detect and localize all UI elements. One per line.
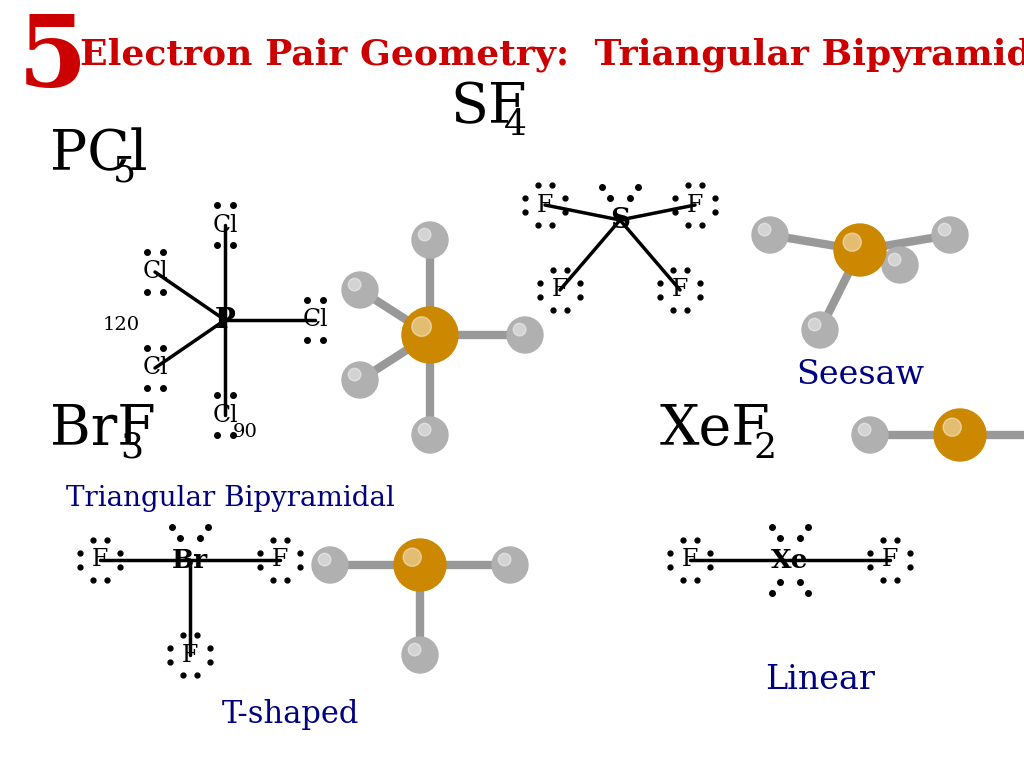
Circle shape — [403, 548, 421, 566]
Text: F: F — [552, 279, 568, 302]
Circle shape — [888, 253, 901, 266]
Circle shape — [843, 233, 861, 251]
Text: Electron Pair Geometry:  Triangular Bipyramidal: Electron Pair Geometry: Triangular Bipyr… — [80, 38, 1024, 72]
Text: F: F — [687, 194, 703, 217]
Text: Cl: Cl — [142, 356, 168, 379]
Text: BrF: BrF — [50, 402, 156, 458]
Text: PCl: PCl — [50, 127, 147, 182]
Text: Xe: Xe — [771, 548, 809, 572]
Text: SF: SF — [450, 81, 526, 135]
Circle shape — [418, 423, 431, 436]
Text: Cl: Cl — [302, 309, 328, 332]
Text: Cl: Cl — [212, 214, 238, 237]
Text: 90: 90 — [233, 423, 258, 441]
Circle shape — [499, 553, 511, 566]
Text: F: F — [672, 279, 688, 302]
Circle shape — [394, 539, 446, 591]
Circle shape — [348, 278, 360, 291]
Text: Triangular Bipyramidal: Triangular Bipyramidal — [66, 485, 394, 511]
Circle shape — [412, 222, 449, 258]
Circle shape — [938, 223, 951, 236]
Circle shape — [492, 547, 528, 583]
Circle shape — [418, 228, 431, 241]
Circle shape — [932, 217, 968, 253]
Text: XeF: XeF — [660, 402, 771, 458]
Circle shape — [834, 224, 886, 276]
Text: 2: 2 — [753, 431, 776, 465]
Circle shape — [312, 547, 348, 583]
Circle shape — [402, 307, 458, 363]
Circle shape — [943, 418, 962, 436]
Circle shape — [402, 637, 438, 673]
Text: 5: 5 — [113, 155, 136, 189]
Circle shape — [802, 312, 838, 348]
Text: F: F — [271, 548, 288, 571]
Text: 3: 3 — [120, 431, 143, 465]
Circle shape — [759, 223, 771, 236]
Text: Seesaw: Seesaw — [796, 359, 924, 391]
Text: F: F — [682, 548, 698, 571]
Circle shape — [752, 217, 788, 253]
Circle shape — [513, 323, 526, 336]
Text: 5: 5 — [18, 12, 88, 108]
Circle shape — [409, 644, 421, 656]
Circle shape — [412, 417, 449, 453]
Text: F: F — [92, 548, 109, 571]
Text: F: F — [882, 548, 898, 571]
Circle shape — [318, 553, 331, 566]
Circle shape — [507, 317, 543, 353]
Text: T-shaped: T-shaped — [221, 700, 358, 730]
Text: Linear: Linear — [765, 664, 874, 696]
Text: Br: Br — [172, 548, 208, 572]
Text: 120: 120 — [102, 316, 140, 334]
Circle shape — [934, 409, 986, 461]
Circle shape — [348, 369, 360, 381]
Text: Cl: Cl — [212, 403, 238, 426]
Circle shape — [342, 362, 378, 398]
Circle shape — [412, 317, 431, 336]
Circle shape — [342, 272, 378, 308]
Circle shape — [858, 423, 870, 436]
Circle shape — [852, 417, 888, 453]
Text: Cl: Cl — [142, 260, 168, 283]
Text: F: F — [537, 194, 553, 217]
Text: 4: 4 — [504, 108, 527, 142]
Circle shape — [808, 318, 821, 331]
Circle shape — [882, 247, 918, 283]
Text: S: S — [610, 207, 630, 233]
Text: P: P — [215, 306, 236, 333]
Text: F: F — [182, 644, 199, 667]
